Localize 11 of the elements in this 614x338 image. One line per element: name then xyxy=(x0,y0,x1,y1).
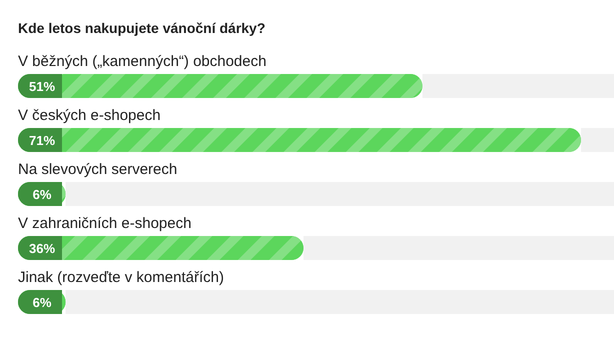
data-label: 6% xyxy=(32,187,52,202)
data-label: 51% xyxy=(28,79,56,94)
chart-title: Kde letos nakupujete vánoční dárky? xyxy=(18,20,266,36)
y-tick-label: Jinak (rozveďte v komentářích) xyxy=(18,269,224,286)
y-tick-label: V běžných („kamenných“) obchodech xyxy=(18,53,266,70)
data-label: 36% xyxy=(28,241,56,256)
y-tick-label: V zahraničních e-shopech xyxy=(18,215,192,232)
y-tick-label: Na slevových serverech xyxy=(18,161,178,178)
data-label: 6% xyxy=(32,295,52,310)
data-label: 71% xyxy=(28,133,56,148)
y-tick-label: V českých e-shopech xyxy=(18,107,161,124)
